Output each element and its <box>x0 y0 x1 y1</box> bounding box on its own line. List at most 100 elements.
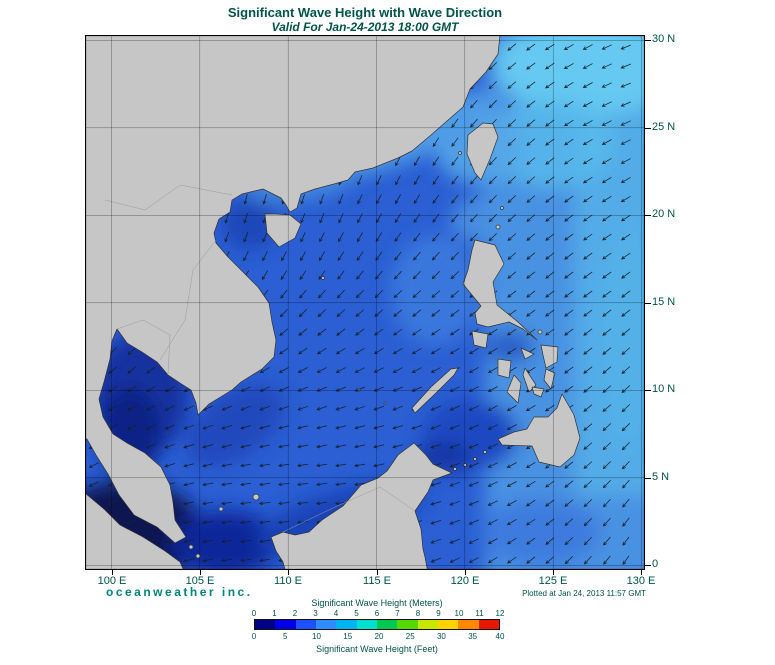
lat-tick-label: 5 N <box>652 471 670 483</box>
lat-tick-mark <box>645 215 651 216</box>
colorbar-feet-tick: 20 <box>374 632 384 641</box>
colorbar-segment <box>356 620 377 629</box>
colorbar-meter-tick: 5 <box>354 609 359 618</box>
land-mindoro <box>471 330 489 349</box>
chart-title: Significant Wave Height with Wave Direct… <box>227 5 503 20</box>
land-mindanao <box>497 393 581 468</box>
map-frame <box>85 35 645 570</box>
lat-tick-mark <box>645 40 651 41</box>
colorbar-gradient-bar <box>254 619 500 630</box>
colorbar-segment <box>275 620 296 629</box>
oceanweather-brand: oceanweather inc. <box>106 585 253 599</box>
colorbar-feet-tick: 5 <box>283 632 288 641</box>
land-panay <box>497 358 512 379</box>
colorbar-feet-tick: 10 <box>312 632 321 641</box>
island-anambas <box>218 506 224 512</box>
island-spratly-1 <box>357 388 361 392</box>
lon-tick-label: 120 E <box>450 575 480 587</box>
colorbar-segment <box>315 620 337 629</box>
island-batanes <box>500 206 504 210</box>
colorbar-feet-tick: 35 <box>468 632 478 641</box>
lon-tick-label: 115 E <box>363 575 391 587</box>
land-leyte <box>543 368 556 390</box>
wave-height-map <box>85 35 645 570</box>
colorbar-segment <box>478 620 499 629</box>
island-spratly-2 <box>383 401 387 405</box>
colorbar-ticks-meters: 0 1 2 3 4 5 6 7 8 9 10 11 12 <box>251 609 505 618</box>
island-babuyan <box>495 224 501 230</box>
chart-valid-time: Valid For Jan-24-2013 18:00 GMT <box>271 20 459 34</box>
land-hainan <box>264 213 302 248</box>
lat-tick-mark <box>645 303 651 304</box>
lon-tick-label: 130 E <box>626 575 656 587</box>
colorbar-meter-tick: 2 <box>292 609 298 618</box>
map-area <box>85 35 645 570</box>
land-borneo <box>270 442 453 570</box>
lat-tick-mark <box>645 478 651 479</box>
island-riau-1 <box>188 544 194 550</box>
colorbar-segment <box>376 620 398 629</box>
land-samar <box>540 344 559 369</box>
island-natuna <box>252 493 260 501</box>
colorbar-meter-tick: 11 <box>475 609 484 618</box>
land-masbate <box>520 347 535 360</box>
lat-tick-label: 20 N <box>652 208 676 220</box>
lon-tick-label: 110 E <box>274 575 302 587</box>
island-paracel <box>321 276 325 280</box>
colorbar-segment <box>397 620 418 629</box>
land-layer <box>85 35 581 570</box>
colorbar-meter-tick: 10 <box>454 609 464 618</box>
colorbar-meter-tick: 0 <box>251 609 257 618</box>
colorbar-segment <box>336 620 357 629</box>
island-penghu <box>458 151 462 155</box>
land-bohol <box>531 386 545 398</box>
lon-tick-mark <box>377 570 378 575</box>
colorbar-meter-tick: 4 <box>333 609 339 618</box>
colorbar-segment <box>255 620 276 629</box>
land-taiwan <box>466 122 499 181</box>
colorbar-meter-tick: 9 <box>436 609 441 618</box>
colorbar-feet-tick: 0 <box>251 632 257 641</box>
island-catanduanes <box>537 329 543 335</box>
land-mainland-asia <box>85 35 501 544</box>
plotted-timestamp: Plotted at Jan 24, 2013 11:57 GMT <box>522 589 646 598</box>
lat-tick-label: 30 N <box>652 33 676 45</box>
colorbar-meter-tick: 12 <box>495 609 505 618</box>
colorbar-segment <box>295 620 316 629</box>
lon-tick-mark <box>553 570 554 575</box>
colorbar-segment <box>458 620 479 629</box>
lat-tick-label: 25 N <box>652 121 676 133</box>
lon-tick-mark <box>641 570 642 575</box>
colorbar-meter-tick: 7 <box>395 609 400 618</box>
island-sulu-1 <box>483 450 487 454</box>
lat-tick-mark <box>645 390 651 391</box>
grid-layer <box>85 35 645 570</box>
lat-tick-mark <box>645 565 651 566</box>
island-sulu-4 <box>453 467 457 471</box>
colorbar-meter-tick: 6 <box>374 609 380 618</box>
lat-tick-label: 15 N <box>652 296 676 308</box>
lat-tick-mark <box>645 128 651 129</box>
colorbar-title-meters: Significant Wave Height (Meters) <box>311 598 443 608</box>
land-cebu <box>522 367 537 393</box>
colorbar-feet-tick: 30 <box>436 632 446 641</box>
colorbar-ticks-feet: 0 5 10 15 20 25 30 35 40 <box>251 632 505 641</box>
colorbar-meter-tick: 8 <box>415 609 421 618</box>
colorbar-meter-tick: 3 <box>313 609 318 618</box>
colorbar-segment <box>417 620 438 629</box>
lon-tick-mark <box>288 570 289 575</box>
lon-tick-label: 125 E <box>538 575 568 587</box>
colorbar-feet-tick: 40 <box>495 632 505 641</box>
colorbar-feet-tick: 15 <box>343 632 353 641</box>
island-riau-2 <box>195 553 201 559</box>
lat-tick-label: 10 N <box>652 383 676 395</box>
land-sumatra <box>85 492 185 570</box>
colorbar-feet-tick: 25 <box>405 632 415 641</box>
lon-tick-mark <box>465 570 466 575</box>
lon-tick-mark <box>112 570 113 575</box>
colorbar-title-feet: Significant Wave Height (Feet) <box>316 644 438 654</box>
lat-tick-label: 0 <box>652 558 659 570</box>
colorbar-meter-tick: 1 <box>272 609 277 618</box>
